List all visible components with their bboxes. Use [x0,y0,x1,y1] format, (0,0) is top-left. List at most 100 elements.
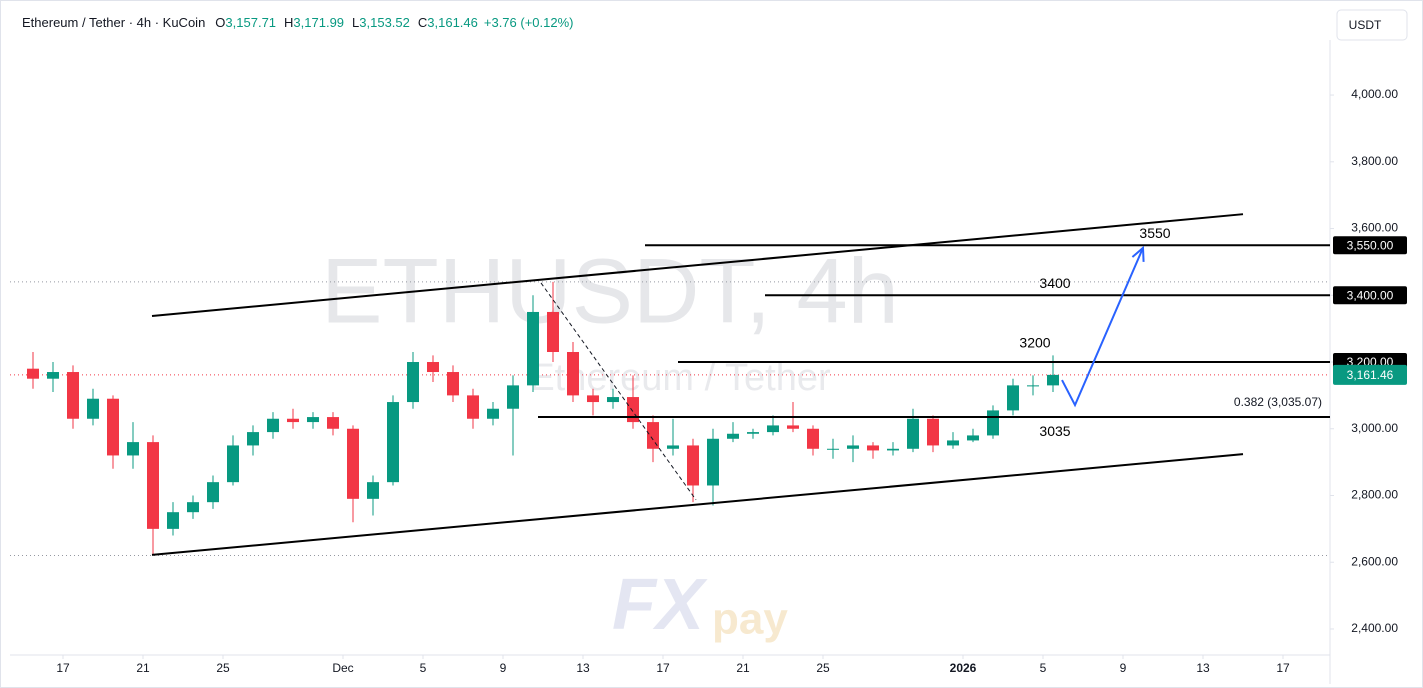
candle-body [567,352,579,396]
candle-body [507,385,519,409]
candle-body [707,438,719,486]
candle-body [587,395,599,403]
candle-body [447,372,459,396]
y-tick-label: 2,800.00 [1351,488,1398,502]
level-label: 3550 [1139,225,1170,241]
candle-body [747,432,759,434]
y-tick-label: 2,400.00 [1351,621,1398,635]
field-key: L [352,15,359,30]
candle-body [847,445,859,449]
x-tick-label: 21 [136,661,150,675]
field-key: O [215,15,225,30]
candle-body [207,482,219,503]
x-tick-label: 25 [216,661,230,675]
candle-body [987,410,999,436]
trendline [540,282,697,501]
candle-body [307,417,319,423]
candle-body [547,311,559,353]
price-badge-label: 3,161.46 [1347,368,1394,382]
candle-body [907,418,919,449]
candle-body [607,397,619,403]
candle-body [47,372,59,379]
candle-body [287,418,299,423]
x-tick-label: 5 [420,661,427,675]
trendline [151,213,1244,317]
candle-body [107,398,119,456]
price-badge [1333,364,1407,385]
field-key: H [284,15,293,30]
level-badge [1333,286,1407,305]
candle-body [127,442,139,456]
fib-label: 0.382 (3,035.07) [1234,395,1322,409]
projection-arrowhead [1131,245,1145,262]
y-tick-label: 3,800.00 [1351,154,1398,168]
candle-body [87,398,99,419]
candle-body [767,425,779,433]
x-tick-label: 17 [56,661,70,675]
candle-body [227,445,239,483]
x-tick-label: 9 [1120,661,1127,675]
level-badge [1333,236,1407,255]
x-tick-label: 13 [576,661,590,675]
candle-body [967,435,979,441]
field-value: 3,153.52 [359,15,410,30]
level-badge-label: 3,550.00 [1347,238,1394,252]
candle-body [947,440,959,446]
candle-body [1027,385,1039,387]
x-tick-label: 13 [1196,661,1210,675]
change: +3.76 (+0.12%) [484,15,574,30]
x-tick-label: 21 [736,661,750,675]
logo-main: FX [612,565,708,645]
candle-body [67,372,79,419]
field-value: 3,161.46 [427,15,478,30]
level-label: 3200 [1019,335,1050,351]
candle-body [787,425,799,429]
y-tick-label: 4,000.00 [1351,87,1398,101]
level-badge-label: 3,400.00 [1347,288,1394,302]
candle-body [167,512,179,529]
projection [1061,247,1144,408]
candle-body [387,402,399,483]
field-value: 3,157.71 [225,15,276,30]
level-label: 3400 [1039,275,1070,291]
candle-body [727,433,739,439]
candle-body [627,397,639,423]
candle-body [827,448,839,450]
candle-body [27,368,39,379]
watermark-subtitle: Ethereum / Tether [529,357,831,399]
candle-body [347,428,359,499]
field-key: C [418,15,427,30]
symbol: Ethereum / Tether · 4h · KuCoin [22,15,205,30]
field-value: 3,171.99 [293,15,344,30]
candle-body [807,428,819,449]
candle-body [1007,385,1019,411]
candle-body [867,445,879,451]
candle-body [427,362,439,373]
candle-body [187,502,199,513]
trendline [151,453,1244,556]
candle-body [687,445,699,486]
candle-body [247,432,259,446]
x-tick-label: 5 [1040,661,1047,675]
currency-button-label[interactable]: USDT [1349,18,1382,32]
candle-body [527,311,539,386]
candle-body [887,448,899,451]
level-label: 3035 [1039,423,1070,439]
y-tick-label: 3,000.00 [1351,421,1398,435]
candle-body [667,445,679,449]
y-tick-label: 2,600.00 [1351,554,1398,568]
currency-button[interactable] [1336,9,1408,41]
x-tick-label: Dec [332,661,353,675]
candle-body [647,422,659,449]
y-tick-label: 3,600.00 [1351,221,1398,235]
logo-sub: pay [712,595,788,644]
x-tick-label: 25 [816,661,830,675]
x-tick-label: 17 [656,661,670,675]
candle-body [487,408,499,419]
x-tick-label: 2026 [950,661,977,675]
candle-body [407,362,419,403]
candle-body [147,442,159,529]
